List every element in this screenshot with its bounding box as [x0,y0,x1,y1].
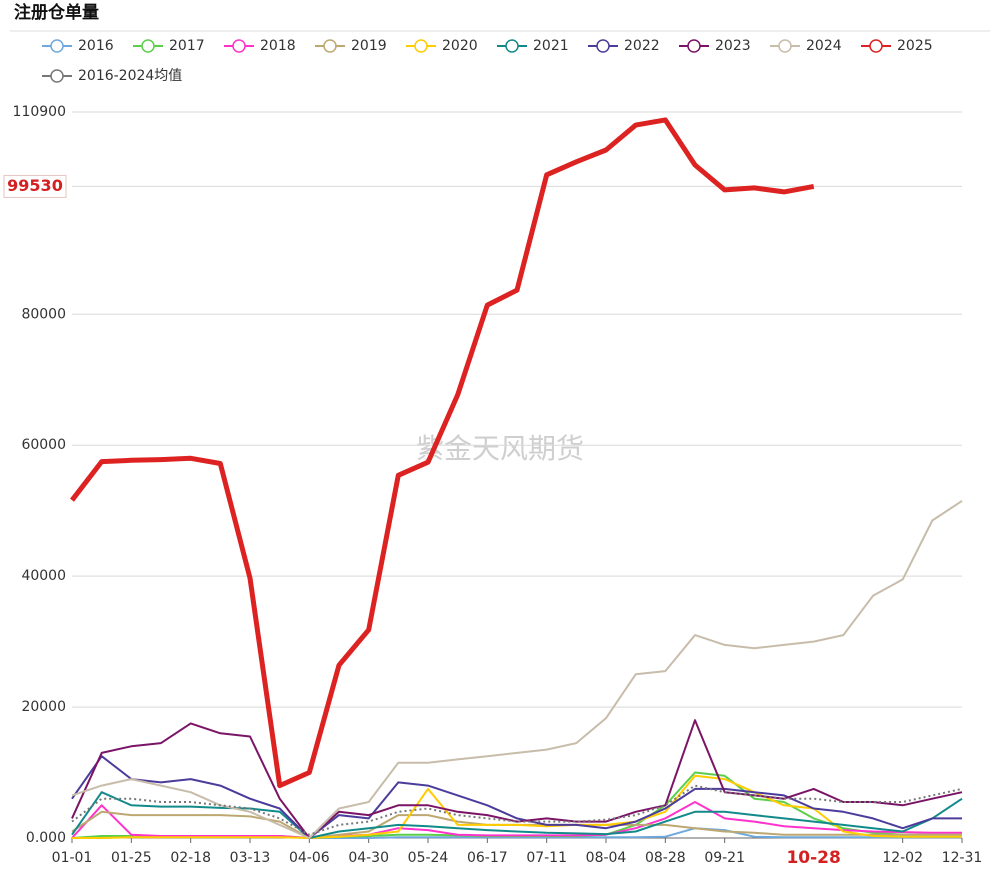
series-line [71,500,963,839]
x-tick-label: 04-30 [348,850,389,866]
legend-label: 2023 [715,38,751,54]
legend-marker [596,39,610,53]
y-tick-label: 80000 [21,306,66,322]
y-highlight-label: 99530 [7,176,63,195]
y-tick-label: 110900 [13,104,66,120]
legend-marker [414,39,428,53]
x-tick-label: 05-24 [408,850,449,866]
legend-marker [141,39,155,53]
legend-label: 2020 [442,38,478,54]
x-tick-label: 07-11 [526,850,567,866]
legend-label: 2022 [624,38,660,54]
y-tick-label: 0.000 [26,830,66,846]
legend-label: 2017 [169,38,205,54]
x-highlight-box [781,846,846,870]
series-line [71,784,963,836]
legend-label: 2018 [260,38,296,54]
legend-label: 2019 [351,38,387,54]
x-tick-label: 01-25 [111,850,152,866]
series-line [71,755,962,839]
y-tick-label: 40000 [21,568,66,584]
x-tick-label: 01-01 [52,850,93,866]
x-tick-label: 04-06 [289,850,330,866]
x-tick-label: 12-02 [882,850,923,866]
x-tick-label: 03-13 [230,850,271,866]
chart-title: 注册仓单量 [14,2,99,23]
x-tick-label: 12-31 [942,850,983,866]
x-highlight-label: 10-28 [786,848,840,868]
x-tick-label: 06-17 [467,850,508,866]
watermark: 紫金天风期货 [416,432,584,465]
x-tick-label: 09-21 [704,850,745,866]
x-tick-label: 08-04 [586,850,627,866]
series-line [70,117,815,789]
legend-marker [323,39,337,53]
legend-label: 2025 [897,38,933,54]
legend-marker [505,39,519,53]
legend-label: 2024 [806,38,842,54]
legend-marker [778,39,792,53]
series-line [71,801,962,839]
legend-marker [232,39,246,53]
legend-label: 2021 [533,38,569,54]
legend-label: 2016-2024均值 [78,68,182,84]
y-tick-label: 60000 [21,437,66,453]
series-line [71,791,963,839]
highlight-box [3,174,67,198]
legend-label: 2016 [78,38,114,54]
series-line [71,719,963,839]
legend-marker [687,39,701,53]
y-tick-label: 20000 [21,699,66,715]
legend-marker [869,39,883,53]
x-tick-label: 08-28 [645,850,686,866]
legend-marker [50,39,64,53]
legend-marker [50,69,64,83]
x-tick-label: 02-18 [170,850,211,866]
